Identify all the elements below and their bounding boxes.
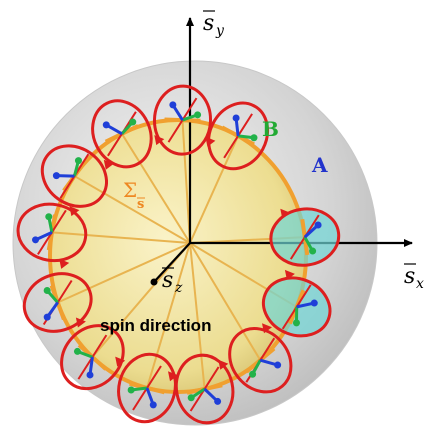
rotation-arrowhead-icon bbox=[284, 269, 295, 280]
spoke-line bbox=[189, 242, 262, 361]
sx-label: s x bbox=[404, 263, 424, 292]
ellipse-ring bbox=[269, 207, 341, 267]
rotation-arrowhead-icon bbox=[262, 323, 272, 334]
arrow-a-head bbox=[32, 236, 40, 244]
rotation-arrowhead-icon bbox=[168, 371, 178, 382]
arrow-b-head bbox=[45, 213, 53, 221]
spin-direction-label: spin direction bbox=[100, 316, 211, 335]
arrow-b-head bbox=[250, 134, 258, 142]
rotation-arrowhead-icon bbox=[280, 208, 291, 219]
arrow-a-head bbox=[314, 221, 322, 229]
arrow-b-head bbox=[292, 319, 300, 327]
sy-label-base: s bbox=[203, 11, 214, 36]
polarization-ellipse bbox=[261, 269, 332, 338]
polarization-ellipse bbox=[16, 202, 88, 269]
ellipse-ring bbox=[117, 352, 177, 424]
label-b: B bbox=[262, 117, 279, 141]
ellipse-ring bbox=[60, 324, 125, 391]
sz-axis bbox=[153, 242, 191, 283]
arrow-a-head bbox=[149, 401, 157, 409]
sy-label: s y bbox=[203, 10, 225, 39]
ellipse-ring bbox=[22, 272, 93, 333]
rotation-arrowhead-icon bbox=[103, 159, 114, 170]
rotation-arrowhead-icon bbox=[218, 359, 229, 370]
arrow-a-head bbox=[43, 313, 51, 321]
spoke-line bbox=[189, 135, 240, 244]
arrow-a-head bbox=[86, 371, 94, 379]
arrow-a-head bbox=[310, 299, 318, 307]
ellipse-ring bbox=[91, 99, 153, 169]
sx-label-sub: x bbox=[416, 276, 424, 292]
sx-label-base: s bbox=[404, 264, 415, 289]
spoke-line bbox=[181, 120, 191, 244]
sy-label-sub: y bbox=[215, 23, 225, 39]
rotation-arrowhead-icon bbox=[59, 258, 70, 269]
label-a: A bbox=[311, 153, 328, 177]
black-dot-icon bbox=[150, 278, 158, 286]
polarization-ellipse bbox=[22, 272, 93, 333]
arrow-b-head bbox=[74, 157, 82, 165]
rotation-arrowhead-icon bbox=[154, 135, 165, 146]
ellipse-ring bbox=[152, 84, 213, 156]
arrow-b-head bbox=[194, 111, 202, 119]
ellipse-ring bbox=[261, 276, 332, 338]
rotation-arrowhead-icon bbox=[69, 206, 80, 217]
arrow-b-head bbox=[309, 247, 317, 255]
rotation-arrowhead-icon bbox=[75, 317, 86, 328]
sz-label-base: s bbox=[162, 268, 173, 293]
arrow-a-head bbox=[169, 101, 177, 109]
arrow-a-head bbox=[274, 361, 282, 369]
sigma-label: Σ s bbox=[123, 178, 145, 212]
polarization-ellipse bbox=[205, 101, 270, 171]
polarization-ellipse bbox=[91, 99, 153, 170]
spoke-line bbox=[57, 242, 191, 304]
spoke-line bbox=[73, 175, 191, 244]
arrow-a-head bbox=[52, 172, 60, 180]
arrow-b-head bbox=[129, 118, 137, 126]
ellipse-ring bbox=[207, 101, 270, 171]
spoke-line bbox=[51, 231, 191, 244]
ellipse-ring bbox=[228, 327, 293, 394]
arrow-a-head bbox=[102, 121, 110, 129]
arrow-b-head bbox=[249, 370, 257, 378]
spoke-line bbox=[189, 242, 206, 390]
rotation-arrowhead-icon bbox=[205, 136, 216, 147]
spoke-line bbox=[146, 242, 191, 389]
arrow-b-head bbox=[73, 347, 81, 355]
arrow-a-head bbox=[232, 114, 240, 122]
arrow-a-head bbox=[214, 397, 222, 405]
sigma-label-main: Σ bbox=[123, 178, 137, 202]
polarization-ellipse bbox=[174, 353, 235, 425]
rotation-arrowhead-icon bbox=[115, 356, 126, 367]
arrow-b-head bbox=[127, 386, 135, 394]
spoke-line bbox=[121, 133, 191, 244]
sz-label-sub: z bbox=[174, 280, 183, 296]
polarization-ellipse bbox=[152, 84, 213, 156]
ellipse-ring bbox=[174, 353, 235, 425]
polarization-ellipse bbox=[228, 323, 293, 394]
arrow-b-head bbox=[43, 286, 51, 294]
sz-label: s z bbox=[162, 267, 183, 296]
arrow-b-head bbox=[187, 394, 195, 402]
polarization-ellipse bbox=[269, 207, 341, 267]
polarization-ellipse bbox=[60, 324, 126, 391]
polarization-ellipse bbox=[40, 144, 108, 217]
polarization-ellipse bbox=[117, 352, 178, 424]
polarization-ellipses bbox=[16, 84, 341, 425]
ellipse-ring bbox=[40, 144, 108, 208]
sigma-label-sub: s bbox=[137, 197, 144, 212]
